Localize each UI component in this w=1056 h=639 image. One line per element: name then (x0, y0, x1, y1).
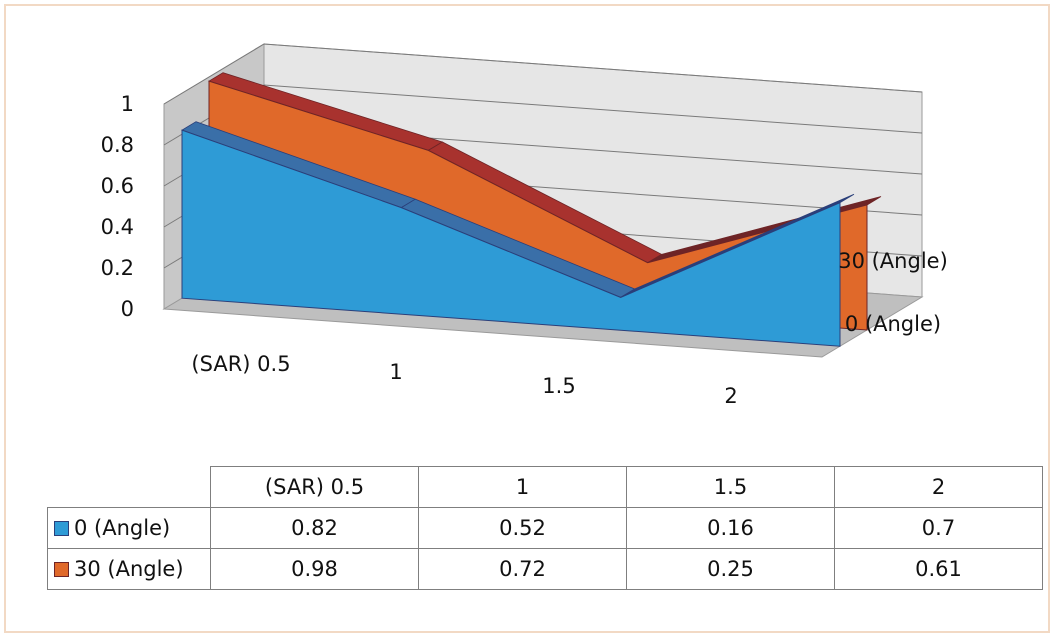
y-tick-label: 0.6 (101, 174, 134, 198)
table-row: 0 (Angle) 0.82 0.52 0.16 0.7 (47, 507, 1043, 549)
table-value-cell: 0.61 (834, 548, 1043, 590)
legend-key (54, 562, 69, 577)
table-row: 30 (Angle) 0.98 0.72 0.25 0.61 (47, 548, 1043, 590)
table-value-cell: 0.98 (210, 548, 419, 590)
table-value-cell: 0.72 (418, 548, 627, 590)
legend-key (54, 521, 69, 536)
y-tick-label: 0.2 (101, 256, 134, 280)
area-chart-3d: 0 0.2 0.4 0.6 0.8 1 (SAR) 0.5 1 1.5 2 0 (Angle) 30 … (101, 43, 948, 408)
y-tick-label: 1 (121, 92, 134, 116)
table-header-cell: 1 (418, 466, 627, 508)
legend-label: 0 (Angle) (74, 516, 171, 540)
y-tick-label: 0.8 (101, 133, 134, 157)
table-header-cell: (SAR) 0.5 (210, 466, 419, 508)
series-front-face (181, 129, 841, 347)
table-value-cell: 0.82 (210, 507, 419, 549)
table-value-cell: 0.52 (418, 507, 627, 549)
table-series-cell: 30 (Angle) (47, 548, 211, 590)
y-tick-label: 0.4 (101, 215, 134, 239)
x-tick-label: 1.5 (542, 374, 575, 398)
table-header-row: (SAR) 0.5 1 1.5 2 (47, 466, 1043, 508)
data-table: (SAR) 0.5 1 1.5 2 0 (Angle) 0.82 0.52 0.16 0.7 3… (47, 466, 1043, 590)
table-series-cell: 0 (Angle) (47, 507, 211, 549)
table-value-cell: 0.16 (626, 507, 835, 549)
x-tick-label: 1 (389, 360, 402, 384)
y-tick-label: 0 (121, 297, 134, 321)
depth-axis-label: 0 (Angle) (845, 312, 941, 336)
depth-axis-label: 30 (Angle) (838, 249, 948, 273)
table-value-cell: 0.25 (626, 548, 835, 590)
x-tick-label: (SAR) 0.5 (191, 352, 290, 376)
table-header-cell: 2 (834, 466, 1043, 508)
table-value-cell: 0.7 (834, 507, 1043, 549)
gridline (163, 43, 923, 105)
x-tick-label: 2 (724, 384, 737, 408)
table-corner-cell (47, 466, 211, 508)
legend-label: 30 (Angle) (74, 557, 184, 581)
table-header-cell: 1.5 (626, 466, 835, 508)
chart-frame: 0 0.2 0.4 0.6 0.8 1 (SAR) 0.5 1 1.5 2 0 (Angle) 30 … (4, 4, 1050, 633)
